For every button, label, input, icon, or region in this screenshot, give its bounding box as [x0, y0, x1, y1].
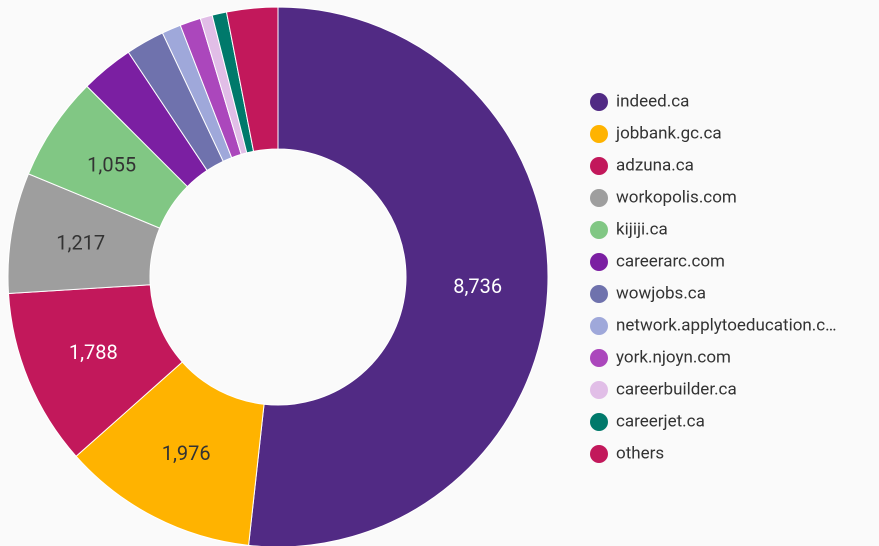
legend-label: wowjobs.ca	[616, 283, 706, 303]
legend-label: others	[616, 443, 664, 463]
legend-label: york.njoyn.com	[616, 347, 731, 367]
legend-label: careerjet.ca	[616, 411, 705, 431]
legend-swatch	[590, 285, 608, 303]
legend-swatch	[590, 157, 608, 175]
donut-slice	[75, 361, 265, 546]
value-label: 1,217	[56, 230, 105, 254]
legend-label: jobbank.gc.ca	[615, 123, 722, 143]
value-label: 1,788	[69, 340, 118, 364]
legend-label: kijiji.ca	[616, 219, 668, 239]
legend-label: network.applytoeducation.c…	[616, 315, 837, 335]
legend-label: workopolis.com	[616, 187, 737, 207]
legend-swatch	[590, 349, 608, 367]
donut-slice	[248, 6, 549, 546]
value-label: 8,736	[453, 274, 502, 298]
legend-swatch	[590, 445, 608, 463]
legend-swatch	[590, 125, 608, 143]
legend-label: careerbuilder.ca	[616, 379, 737, 399]
legend-label: adzuna.ca	[616, 155, 694, 175]
legend-swatch	[590, 317, 608, 335]
legend-swatch	[590, 189, 608, 207]
donut-slice	[225, 6, 279, 152]
legend-label: indeed.ca	[616, 91, 689, 111]
legend-swatch	[590, 381, 608, 399]
legend-swatch	[590, 253, 608, 271]
legend-swatch	[590, 221, 608, 239]
legend-swatch	[590, 413, 608, 431]
legend-label: careerarc.com	[616, 251, 725, 271]
value-label: 1,055	[87, 152, 136, 176]
legend-swatch	[590, 93, 608, 111]
value-label: 1,976	[162, 441, 211, 465]
